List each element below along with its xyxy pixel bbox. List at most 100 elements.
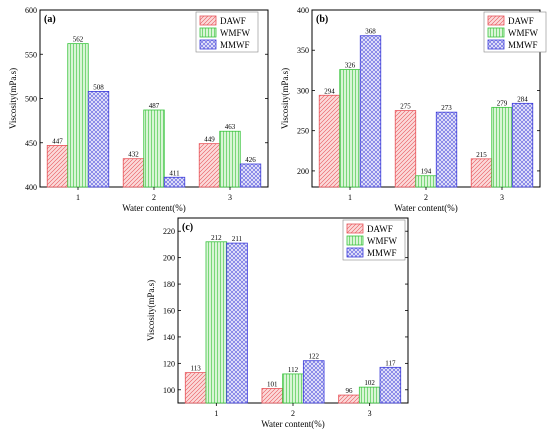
data-label: 508 [93,83,104,91]
data-label: 101 [267,380,278,388]
bar-dawf-2 [122,158,145,188]
data-label: 463 [225,123,236,131]
legend-label-wmfw: WMFW [508,28,539,38]
bar-wmfw-2 [415,175,437,188]
legend-swatch-mmwf [199,39,217,50]
bar-dawf-3 [338,394,360,404]
data-label: 212 [211,234,222,242]
data-label: 447 [52,137,63,145]
x-tick-label: 1 [214,409,218,418]
bar-wmfw-2 [282,373,304,404]
data-label: 122 [308,353,319,361]
data-label: 426 [245,156,256,164]
y-tick-label: 140 [163,333,175,342]
data-label: 211 [232,235,243,243]
data-label: 117 [385,359,396,367]
panel-c: 113 101 96 212 112 102 211 122 117 100 120 140 160 18… [146,217,409,429]
legend-swatch-dawf [346,223,364,234]
data-label: 368 [365,28,376,36]
y-tick-label: 300 [297,86,309,95]
y-tick-label: 250 [297,127,309,136]
bar-mmwf-1 [226,242,248,404]
panel-a: 447 432 449 562 487 463 508 411 426 400 450 500 550 6… [8,6,269,213]
data-label: 562 [73,36,84,44]
legend: DAWF WMFW MMWF [342,219,406,261]
bar-mmwf-3 [239,163,262,188]
bar-dawf-1 [46,145,69,188]
legend-swatch-dawf [199,15,217,26]
x-axis-label: Water content(%) [261,419,325,429]
bar-mmwf-1 [359,35,382,188]
y-tick-label: 500 [25,95,37,104]
bar-mmwf-2 [302,360,325,404]
y-tick-label: 120 [163,359,175,368]
bar-dawf-1 [318,94,341,188]
legend-label-dawf: DAWF [220,16,246,26]
y-tick-label: 600 [25,6,37,15]
bar-wmfw-3 [491,106,513,188]
bar-dawf-2 [261,388,284,404]
y-tick-label: 100 [163,386,175,395]
bar-dawf-3 [470,158,493,188]
bar-dawf-2 [394,110,417,188]
y-tick-label: 450 [25,139,37,148]
legend-label-mmwf: MMWF [508,40,538,50]
x-tick-label: 3 [368,409,372,418]
x-tick-label: 3 [500,193,504,202]
x-tick-label: 1 [348,193,352,202]
x-tick-label: 2 [424,193,428,202]
panel-label: (a) [44,14,56,25]
data-label: 432 [128,151,139,159]
panel-label: (c) [182,222,193,233]
bar-mmwf-3 [379,366,402,404]
data-label: 449 [204,136,215,144]
panel-label: (b) [316,14,328,25]
y-tick-label: 350 [297,46,309,55]
bar-mmwf-2 [163,176,186,188]
legend-swatch-dawf [487,15,505,26]
legend-label-dawf: DAWF [508,16,534,26]
y-tick-label: 400 [297,6,309,15]
bar-wmfw-1 [67,43,89,188]
legend: DAWF WMFW MMWF [483,11,547,53]
data-label: 112 [288,366,299,374]
y-tick-label: 200 [163,254,175,263]
data-label: 96 [345,387,353,395]
panel-b: 294 275 215 326 194 279 368 273 284 200 250 300 350 4… [280,6,547,213]
bar-dawf-3 [198,143,221,188]
data-label: 102 [364,379,375,387]
legend-swatch-mmwf [487,39,505,50]
legend-swatch-mmwf [346,247,364,258]
data-label: 284 [517,95,528,103]
legend-swatch-wmfw [346,235,364,246]
x-tick-label: 2 [152,193,156,202]
y-axis-label: Viscosity(mPa.s) [146,280,156,341]
legend: DAWF WMFW MMWF [195,11,259,53]
y-tick-label: 550 [25,50,37,59]
bar-mmwf-3 [511,102,534,188]
data-label: 487 [149,102,160,110]
y-tick-label: 180 [163,280,175,289]
data-label: 194 [421,168,432,176]
x-axis-label: Water content(%) [394,203,458,213]
x-tick-label: 2 [291,409,295,418]
data-label: 113 [191,365,202,373]
bar-wmfw-2 [143,109,165,188]
data-label: 273 [441,104,452,112]
y-tick-label: 220 [163,227,175,236]
y-tick-label: 200 [297,167,309,176]
bar-mmwf-1 [87,91,110,188]
data-label: 275 [400,103,411,111]
y-axis-label: Viscosity(mPa.s) [280,68,290,129]
y-tick-label: 160 [163,307,175,316]
data-label: 294 [324,87,335,95]
y-axis-label: Viscosity(mPa.s) [8,68,18,129]
data-label: 215 [476,151,487,159]
legend-label-dawf: DAWF [367,224,393,234]
legend-label-mmwf: MMWF [220,40,250,50]
bar-wmfw-3 [219,130,241,188]
legend-label-mmwf: MMWF [367,248,397,258]
bar-mmwf-2 [435,111,458,188]
data-label: 279 [497,99,508,107]
